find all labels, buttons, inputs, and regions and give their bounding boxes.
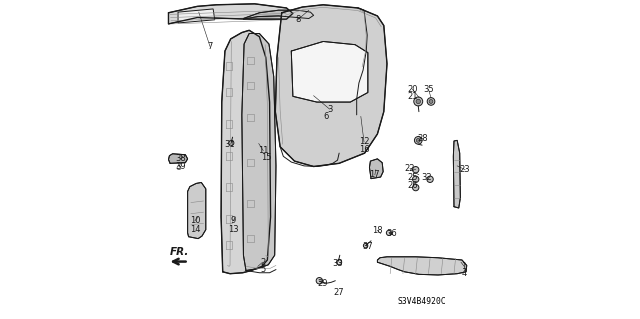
Text: 10: 10 bbox=[189, 216, 200, 225]
Circle shape bbox=[413, 167, 419, 173]
Text: 39: 39 bbox=[175, 162, 186, 171]
Text: 29: 29 bbox=[317, 279, 328, 288]
Polygon shape bbox=[168, 4, 293, 24]
Text: 16: 16 bbox=[358, 145, 369, 154]
Text: 35: 35 bbox=[423, 85, 434, 94]
Text: 22: 22 bbox=[404, 164, 415, 173]
Circle shape bbox=[228, 140, 234, 145]
Circle shape bbox=[415, 137, 422, 144]
Text: 4: 4 bbox=[461, 269, 467, 278]
Text: 27: 27 bbox=[333, 288, 344, 297]
Text: 37: 37 bbox=[362, 242, 372, 251]
Circle shape bbox=[417, 138, 420, 142]
Polygon shape bbox=[243, 10, 314, 19]
Text: 12: 12 bbox=[359, 137, 369, 146]
Circle shape bbox=[429, 100, 433, 103]
Text: 25: 25 bbox=[407, 173, 418, 182]
Polygon shape bbox=[178, 9, 215, 23]
Text: 28: 28 bbox=[417, 134, 428, 143]
Text: 1: 1 bbox=[461, 262, 467, 271]
Text: 36: 36 bbox=[387, 229, 397, 238]
Text: 31: 31 bbox=[225, 140, 236, 149]
Text: 3: 3 bbox=[327, 105, 332, 114]
Text: 15: 15 bbox=[261, 153, 271, 162]
Text: 8: 8 bbox=[295, 15, 300, 24]
Polygon shape bbox=[168, 154, 188, 163]
Text: FR.: FR. bbox=[170, 247, 189, 257]
Text: 17: 17 bbox=[369, 170, 380, 179]
Text: 7: 7 bbox=[207, 42, 212, 51]
Text: 33: 33 bbox=[332, 259, 343, 268]
Text: 2: 2 bbox=[260, 258, 265, 267]
Polygon shape bbox=[275, 5, 387, 167]
Circle shape bbox=[337, 260, 342, 265]
Polygon shape bbox=[453, 140, 460, 208]
Circle shape bbox=[387, 230, 392, 235]
Text: 23: 23 bbox=[460, 165, 470, 174]
Text: S3V4B4920C: S3V4B4920C bbox=[397, 297, 447, 306]
Text: 6: 6 bbox=[324, 112, 329, 121]
Polygon shape bbox=[242, 33, 276, 271]
Circle shape bbox=[364, 243, 368, 248]
Polygon shape bbox=[369, 159, 383, 179]
Text: 26: 26 bbox=[407, 181, 418, 190]
Text: 14: 14 bbox=[189, 225, 200, 234]
Text: 13: 13 bbox=[228, 225, 239, 234]
Polygon shape bbox=[221, 30, 271, 274]
Polygon shape bbox=[291, 41, 368, 102]
Circle shape bbox=[414, 97, 422, 106]
Circle shape bbox=[316, 278, 323, 284]
Circle shape bbox=[413, 184, 419, 191]
Circle shape bbox=[413, 176, 419, 182]
Text: 5: 5 bbox=[260, 265, 265, 274]
Circle shape bbox=[416, 99, 420, 104]
Circle shape bbox=[427, 98, 435, 105]
Text: 11: 11 bbox=[258, 146, 268, 155]
Polygon shape bbox=[188, 182, 206, 239]
Text: 18: 18 bbox=[372, 226, 383, 235]
Text: 20: 20 bbox=[407, 85, 418, 94]
Text: 32: 32 bbox=[422, 173, 432, 182]
Circle shape bbox=[427, 176, 433, 182]
Text: 38: 38 bbox=[175, 154, 186, 163]
Polygon shape bbox=[378, 257, 467, 275]
Text: 21: 21 bbox=[407, 92, 418, 101]
Text: 9: 9 bbox=[230, 216, 236, 225]
